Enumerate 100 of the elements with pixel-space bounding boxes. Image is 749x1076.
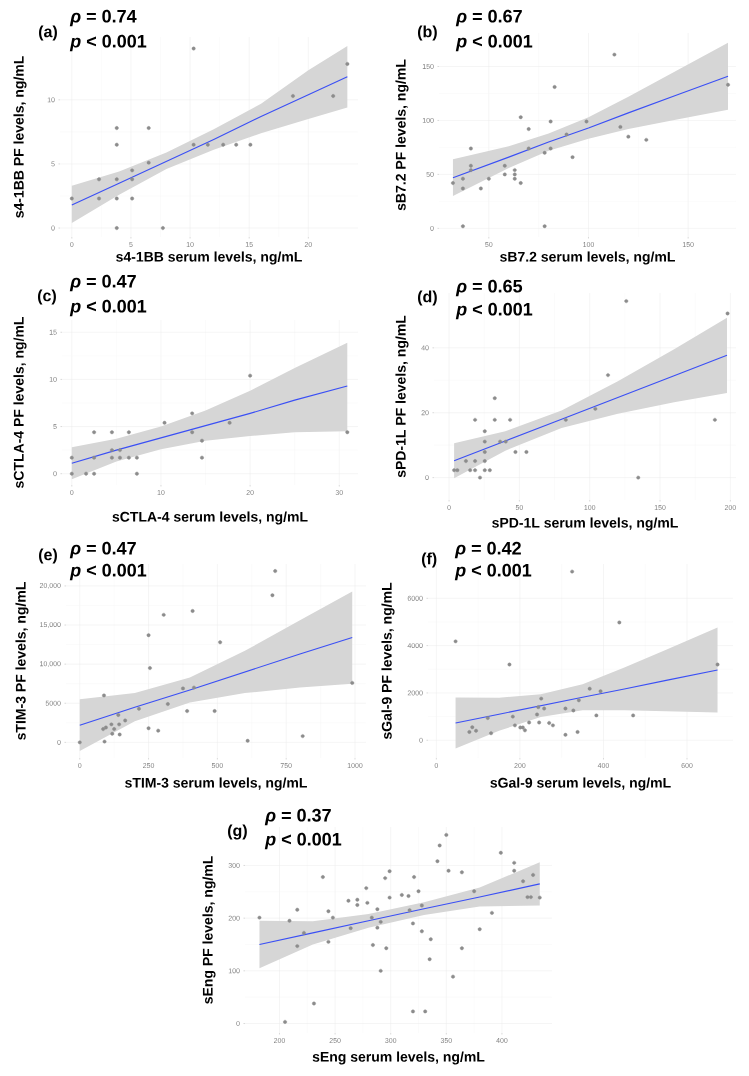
point	[444, 833, 449, 837]
point	[283, 1020, 287, 1024]
point	[477, 927, 482, 932]
point	[468, 168, 473, 172]
point	[110, 448, 114, 453]
point	[468, 468, 473, 473]
point	[470, 725, 475, 730]
point	[461, 176, 465, 181]
point	[384, 946, 389, 951]
point	[527, 720, 532, 725]
x-axis-title: sB7.2 serum levels, ng/mL	[500, 251, 675, 265]
point	[378, 919, 383, 924]
annotation: p < 0.001	[69, 563, 147, 581]
point	[345, 430, 350, 435]
point	[345, 62, 350, 66]
point	[406, 894, 411, 898]
point	[102, 739, 107, 744]
annotation: p < 0.001	[264, 832, 342, 850]
point	[523, 728, 527, 733]
point	[542, 150, 547, 155]
point	[114, 126, 119, 130]
point	[218, 640, 223, 645]
point	[548, 119, 553, 124]
point	[330, 915, 335, 920]
point	[584, 119, 589, 124]
point	[355, 903, 360, 907]
point	[467, 730, 472, 734]
point	[473, 459, 477, 463]
point	[624, 299, 629, 304]
point	[84, 471, 88, 476]
point	[369, 915, 374, 920]
point	[234, 142, 239, 147]
point	[348, 926, 353, 931]
point	[419, 929, 424, 934]
point	[539, 696, 544, 701]
point	[205, 142, 210, 147]
point	[109, 722, 114, 727]
point	[134, 455, 139, 460]
point	[631, 713, 636, 718]
text: ρ = 0.47	[69, 274, 136, 292]
text: (b)	[417, 25, 437, 41]
point	[537, 895, 542, 900]
point	[320, 875, 325, 879]
point	[257, 915, 262, 920]
point	[618, 125, 623, 129]
point	[221, 142, 226, 147]
point	[587, 686, 592, 691]
point	[575, 730, 580, 734]
point	[472, 889, 477, 894]
annotation: p < 0.001	[455, 34, 533, 52]
point	[146, 160, 151, 165]
point	[453, 639, 458, 644]
point	[146, 633, 151, 638]
point	[452, 468, 457, 473]
point	[564, 132, 569, 137]
annotation: (g)	[228, 824, 247, 840]
point	[227, 420, 232, 425]
point	[563, 417, 568, 422]
point	[526, 146, 531, 151]
point	[92, 455, 96, 460]
point	[97, 177, 101, 182]
point	[512, 860, 517, 865]
point	[428, 937, 433, 942]
point	[378, 968, 383, 973]
point	[552, 85, 557, 89]
point	[482, 468, 487, 473]
point	[478, 186, 483, 191]
point	[270, 593, 275, 598]
text: ρ = 0.74	[69, 9, 137, 27]
point	[112, 727, 117, 731]
point	[364, 886, 369, 891]
point	[114, 226, 119, 230]
x-axis-title: sGal-9 serum levels, ng/mL	[490, 777, 671, 791]
point	[355, 897, 360, 902]
annotation: (d)	[417, 290, 437, 306]
point	[593, 406, 598, 411]
point	[427, 957, 432, 962]
point	[725, 311, 730, 316]
point	[191, 46, 196, 51]
point	[626, 134, 631, 139]
point	[548, 146, 553, 151]
point	[612, 52, 617, 57]
point	[419, 903, 424, 908]
point	[461, 224, 465, 229]
point	[451, 181, 455, 185]
point	[375, 907, 380, 912]
point	[464, 459, 468, 463]
point	[478, 475, 482, 480]
point	[156, 728, 161, 733]
point	[123, 718, 128, 723]
y-axis-title: sEng PF levels, ng/mL	[202, 856, 216, 1004]
point	[513, 723, 517, 728]
y-axis-title: sTIM-3 PF levels, ng/mL	[15, 582, 29, 740]
point	[492, 417, 497, 422]
point	[547, 721, 552, 725]
text: (c)	[37, 289, 56, 305]
point	[326, 909, 331, 914]
point	[485, 716, 490, 720]
point	[190, 609, 195, 613]
point	[160, 226, 165, 230]
